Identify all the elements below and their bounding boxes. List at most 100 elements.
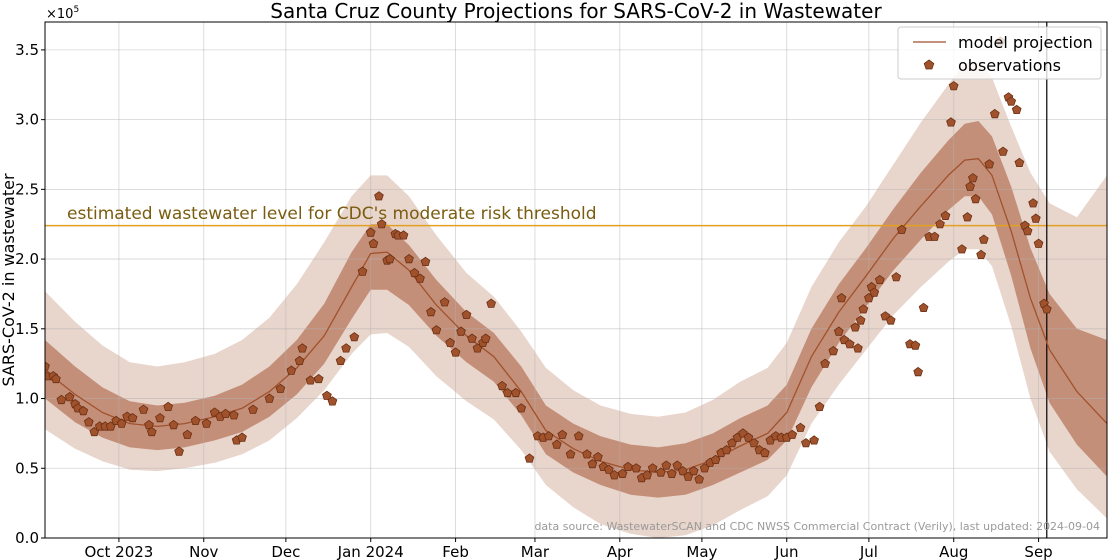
observation-point (450, 347, 461, 357)
observation-point (385, 254, 395, 264)
observation-point (524, 453, 535, 463)
observation-point (220, 408, 231, 419)
observation-point (940, 210, 951, 221)
observation-point (948, 81, 959, 91)
legend-marker-swatch (923, 59, 935, 70)
observation-point (368, 238, 379, 248)
x-tick-label: Jan 2024 (337, 543, 404, 560)
observation-point (543, 431, 554, 441)
legend-label-projection: model projection (958, 33, 1093, 52)
observation-point (516, 403, 527, 413)
observation-point (918, 302, 929, 313)
observation-point (456, 326, 466, 336)
observation-point (869, 287, 880, 297)
observation-point (1033, 238, 1044, 248)
observation-point (398, 230, 409, 240)
observation-point (935, 219, 945, 229)
observation-point (510, 387, 521, 398)
observation-point (957, 244, 967, 254)
observation-point (45, 361, 50, 371)
observation-point (557, 429, 568, 439)
x-tick-label: Jun (774, 543, 798, 560)
observation-point (828, 346, 839, 356)
legend: model projection observations (897, 26, 1102, 80)
observation-point (853, 343, 863, 353)
observation-point (163, 401, 173, 412)
observation-point (874, 274, 885, 285)
y-tick-label: 0.0 (15, 529, 39, 547)
y-tick-label: 1.5 (15, 320, 39, 338)
observation-point (929, 231, 940, 241)
observation-point (593, 452, 603, 462)
observation-point (688, 466, 699, 476)
observation-point (445, 337, 455, 347)
observation-point (305, 375, 316, 385)
observation-point (801, 438, 811, 448)
observation-point (480, 333, 491, 343)
observation-point (64, 392, 75, 402)
observation-point (604, 464, 614, 474)
observation-point (1041, 304, 1052, 314)
observation-point (962, 212, 973, 222)
observation-point (809, 435, 819, 445)
x-tick-label: Apr (607, 543, 634, 560)
y-axis-title: SARS-CoV-2 in wastewater (0, 173, 18, 386)
observation-point (795, 422, 806, 432)
y-axis-multiplier: ×105 (46, 5, 79, 22)
observation-point (631, 463, 642, 473)
observation-point (623, 461, 633, 472)
observation-point (275, 383, 286, 393)
x-tick-label: Dec (271, 543, 300, 560)
observation-point (461, 309, 472, 320)
observation-point (116, 418, 127, 428)
observation-point (968, 173, 978, 183)
observation-point (787, 429, 798, 439)
observation-point (984, 159, 995, 169)
grid-lines (45, 22, 1107, 539)
observation-point (979, 234, 989, 244)
observation-point (168, 419, 179, 430)
observation-point (248, 404, 258, 414)
observation-point (51, 373, 61, 384)
observation-point (850, 322, 861, 332)
y-tick-label: 3.0 (15, 111, 39, 129)
x-tick-label: Nov (189, 543, 218, 560)
y-tick-label: 2.5 (15, 180, 39, 198)
chart-title: Santa Cruz County Projections for SARS-C… (270, 0, 882, 23)
observation-point (415, 273, 425, 283)
observation-point (647, 463, 658, 473)
legend-box (897, 26, 1102, 80)
observation-point (910, 340, 921, 350)
observation-point (229, 410, 239, 420)
observation-point (341, 343, 351, 353)
observation-point (182, 429, 193, 439)
observation-point (431, 325, 442, 335)
observation-point (201, 418, 212, 428)
observation-point (565, 449, 576, 459)
observation-point (642, 470, 652, 480)
observation-point (694, 474, 704, 484)
y-tick-label: 3.5 (15, 41, 39, 59)
observation-point (820, 358, 830, 368)
observation-point (322, 390, 332, 400)
x-tick-label: Aug (939, 543, 968, 560)
observation-point (357, 266, 368, 276)
observation-point (677, 466, 688, 476)
observation-point (155, 413, 165, 423)
observation-point (294, 355, 305, 366)
observation-point (426, 307, 436, 317)
observation-point (376, 219, 387, 229)
y-tick-label: 2.0 (15, 250, 39, 268)
observation-point (814, 401, 825, 412)
uncertainty-bands (45, 61, 1107, 538)
observation-point (374, 191, 384, 201)
data-source-note: data source: WastewaterSCAN and CDC NWSS… (534, 520, 1100, 533)
observation-points (45, 36, 1052, 484)
model-projection-line (45, 158, 1107, 474)
observation-point (656, 467, 666, 477)
x-tick-label: Mar (521, 543, 550, 560)
observation-point (844, 339, 855, 349)
observation-point (582, 449, 592, 459)
observation-point (891, 272, 902, 282)
observation-point (749, 438, 759, 448)
